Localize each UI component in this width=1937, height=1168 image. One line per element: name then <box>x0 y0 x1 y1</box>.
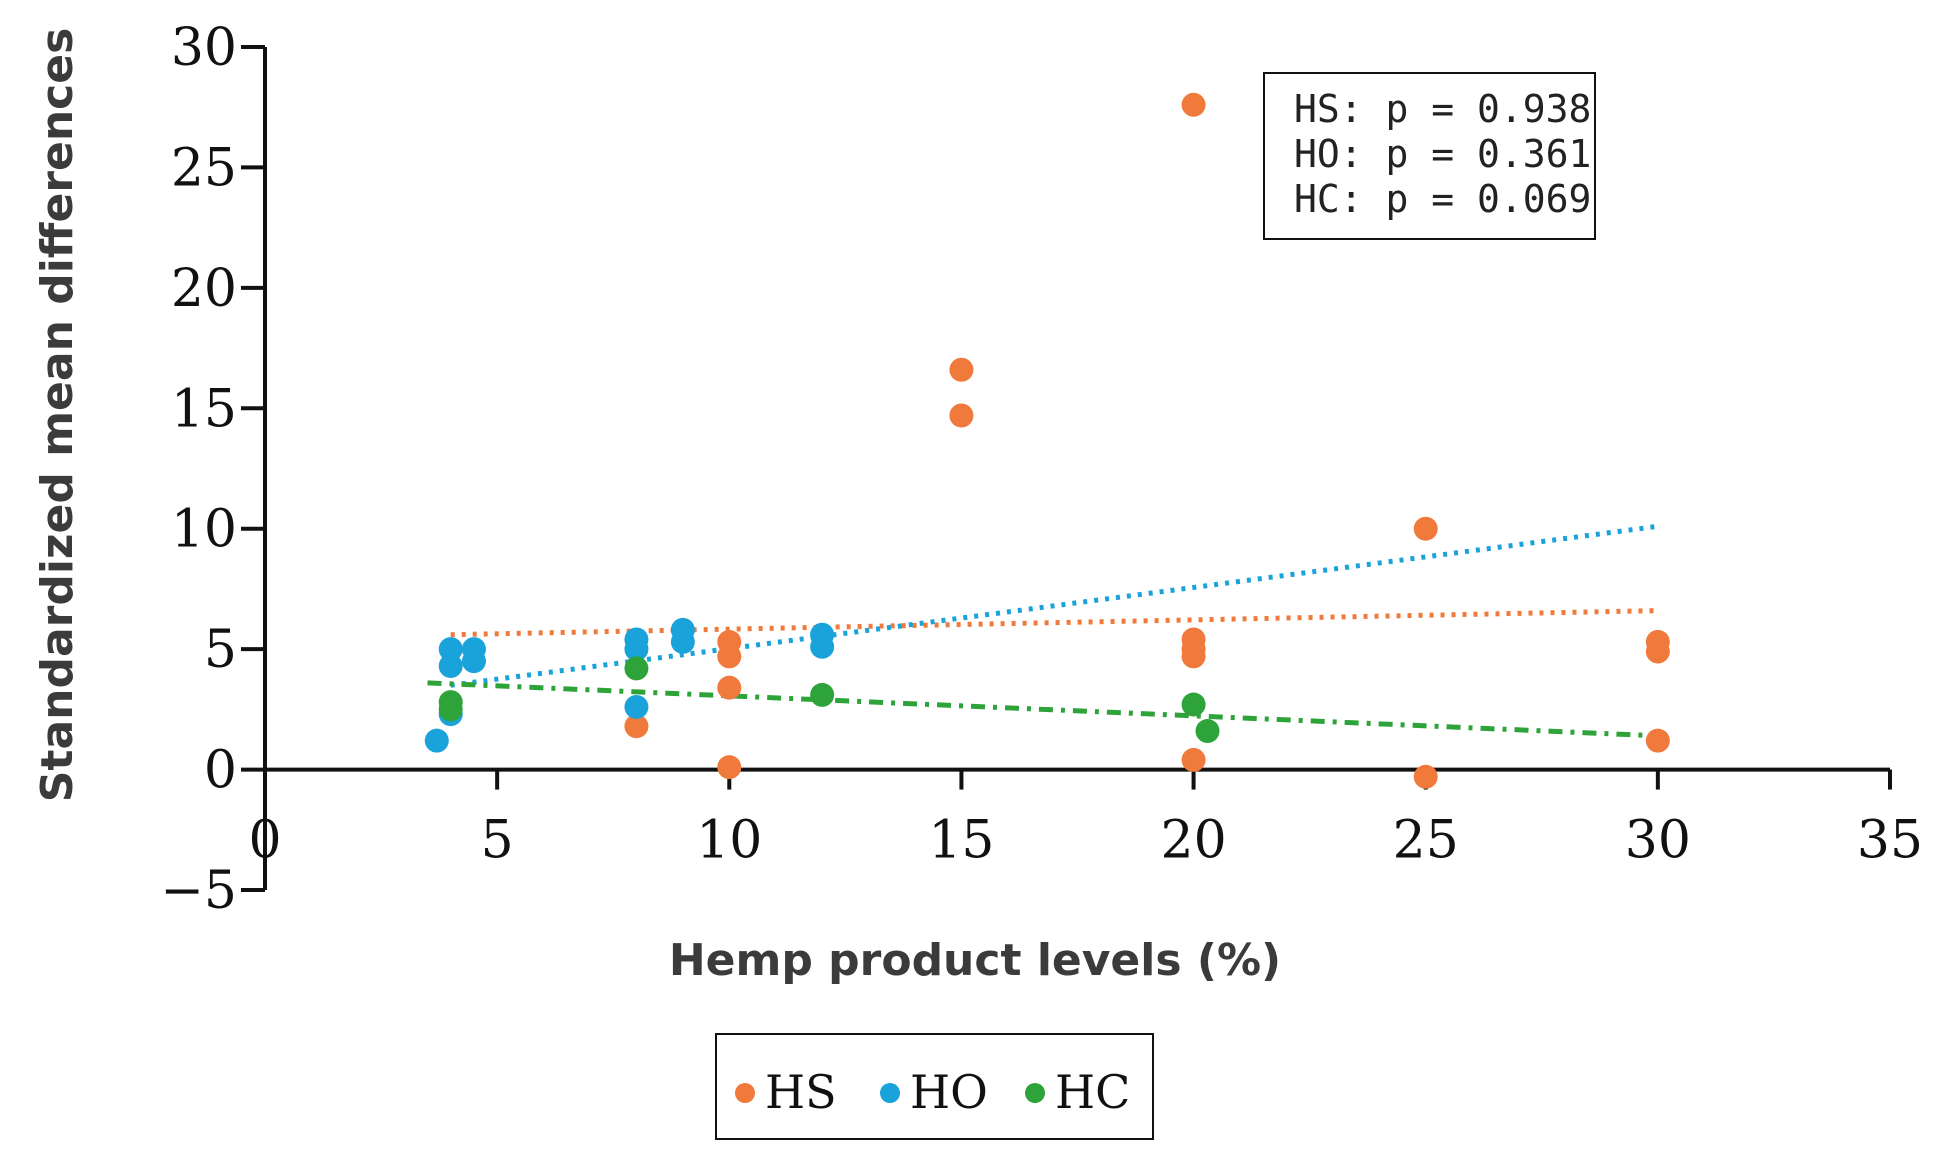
point-hs <box>949 403 974 428</box>
y-tick-label: 20 <box>171 259 237 319</box>
point-hc <box>1181 692 1206 717</box>
y-tick-label: 0 <box>204 741 237 801</box>
trend-line-hs <box>450 608 1658 638</box>
y-tick-label: 25 <box>171 138 237 198</box>
point-hc <box>438 690 463 715</box>
y-tick-label: 10 <box>171 500 237 560</box>
point-hs <box>717 629 742 654</box>
annotation-line-hs: HS: p = 0.938 <box>1294 87 1591 131</box>
point-hc <box>1195 719 1220 744</box>
y-tick-label: 15 <box>171 379 237 439</box>
x-tick-label: 25 <box>1393 811 1459 871</box>
annotation-line-ho: HO: p = 0.361 <box>1294 132 1591 176</box>
point-hs <box>949 357 974 382</box>
legend-marker-hs <box>735 1083 755 1103</box>
point-hs <box>717 755 742 780</box>
point-hs <box>624 714 649 739</box>
point-hs <box>1645 728 1670 753</box>
point-ho <box>461 637 486 662</box>
data-points <box>424 92 1670 789</box>
point-ho <box>810 622 835 647</box>
trend-line-hc <box>427 680 1658 739</box>
legend: HS HO HC <box>715 1033 1154 1140</box>
point-hs <box>1645 629 1670 654</box>
legend-label-hc: HC <box>1055 1065 1130 1119</box>
annotation-line-hc: HC: p = 0.069 <box>1294 177 1591 221</box>
point-hc <box>810 682 835 707</box>
annotation-box: HS: p = 0.938 HO: p = 0.361 HC: p = 0.06… <box>1263 72 1596 240</box>
point-hs <box>1181 92 1206 117</box>
trend-line-ho <box>450 523 1659 688</box>
x-tick-label: 35 <box>1857 811 1923 871</box>
point-ho <box>438 654 463 679</box>
legend-marker-ho <box>880 1083 900 1103</box>
point-ho <box>624 694 649 719</box>
x-tick-label: 20 <box>1160 811 1226 871</box>
point-ho <box>670 617 695 642</box>
point-hs <box>717 675 742 700</box>
y-tick-label: 30 <box>171 18 237 78</box>
legend-marker-hc <box>1025 1083 1045 1103</box>
point-ho <box>438 637 463 662</box>
x-tick-label: 30 <box>1625 811 1691 871</box>
legend-label-hs: HS <box>765 1065 837 1119</box>
legend-label-ho: HO <box>910 1065 988 1119</box>
x-tick-label: 0 <box>248 811 281 871</box>
x-tick-label: 5 <box>481 811 514 871</box>
point-hs <box>1413 516 1438 541</box>
point-hs <box>1181 747 1206 772</box>
y-axis-title: Standardized mean differences <box>32 28 83 803</box>
x-axis-title: Hemp product levels (%) <box>669 935 1281 986</box>
trend-lines <box>427 523 1659 739</box>
y-tick-label: 5 <box>204 620 237 680</box>
point-hs <box>1181 627 1206 652</box>
x-tick-label: 15 <box>928 811 994 871</box>
x-tick-label: 10 <box>696 811 762 871</box>
point-ho <box>424 728 449 753</box>
point-hs <box>1413 764 1438 789</box>
y-tick-label: −5 <box>160 861 237 921</box>
point-ho <box>624 627 649 652</box>
point-hc <box>624 656 649 681</box>
